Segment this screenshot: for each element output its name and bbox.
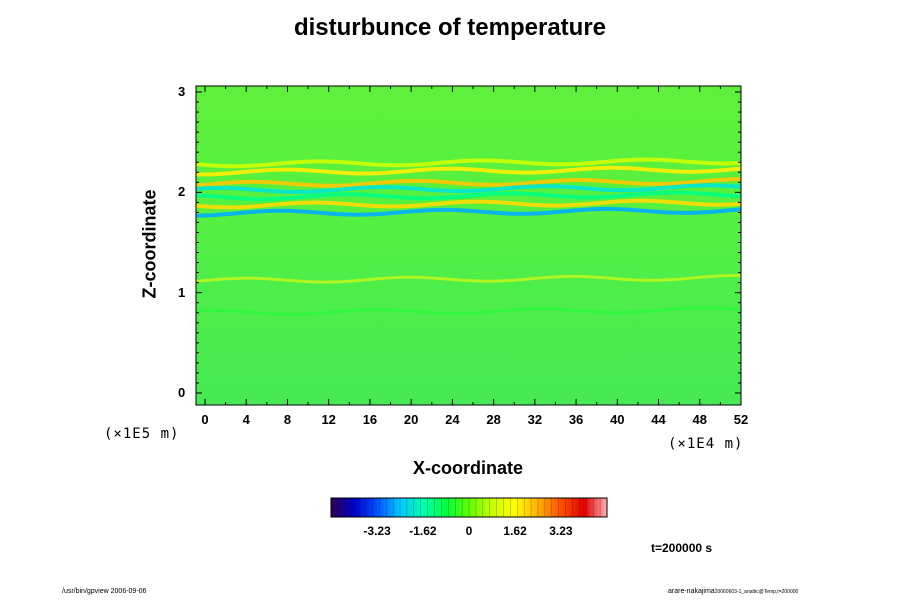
footer-dataset: 20060603-1_analtic@Temp,t=200000 [714,589,799,595]
colorbar-tick-label: 0 [465,524,473,538]
colorbar-frame [330,497,608,518]
y-axis-unit: (×1E5 m) [104,426,180,442]
temperature-band [196,207,741,218]
x-tick-label: 40 [610,412,625,427]
x-tick-label: 12 [321,412,336,427]
y-tick-label: 2 [178,184,186,200]
temperature-band [196,157,741,169]
x-axis-label: X-coordinate [412,458,523,478]
x-tick-label: 36 [568,412,584,427]
temperature-band [196,306,741,316]
temperature-band [196,274,741,284]
y-tick-label: 0 [178,385,186,400]
footer-command: /usr/bin/gpview 2006-09-06 [62,588,147,595]
y-axis-label: Z-coordinate [139,189,160,299]
plot-frame [195,85,742,406]
x-tick-label: 4 [242,412,250,427]
footer-author-name: arare-nakajima [668,588,715,595]
x-tick-label: 24 [445,412,460,427]
footer-author: arare-nakajima20060603-1_analtic@Temp,t=… [668,588,798,595]
x-tick-label: 48 [692,412,707,427]
x-axis-unit: (×1E4 m) [668,436,744,452]
x-tick-label: 8 [283,412,292,427]
temperature-band [196,165,741,177]
x-tick-label: 52 [733,412,749,427]
y-tick-label: 3 [178,84,186,99]
colorbar-tick-label: 1.62 [503,524,527,538]
time-annotation: t=200000 s [651,541,713,555]
x-tick-label: 44 [651,412,666,427]
temperature-band [196,198,741,210]
y-tick-label: 1 [178,284,186,300]
temperature-band [196,177,741,188]
x-tick-label: 32 [527,412,543,427]
temperature-band [196,183,741,194]
x-tick-label: 20 [403,412,419,427]
x-tick-label: 16 [362,412,378,427]
field-background [196,86,741,405]
x-tick-label: 28 [486,412,501,427]
temperature-band [196,190,741,202]
chart-title: disturbunce of temperature [293,14,607,41]
colorbar-tick-label: 3.23 [549,524,573,538]
colorbar-tick-label: -1.62 [409,524,437,538]
colorbar-tick-label: -3.23 [363,524,391,538]
x-tick-label: 0 [201,412,209,427]
